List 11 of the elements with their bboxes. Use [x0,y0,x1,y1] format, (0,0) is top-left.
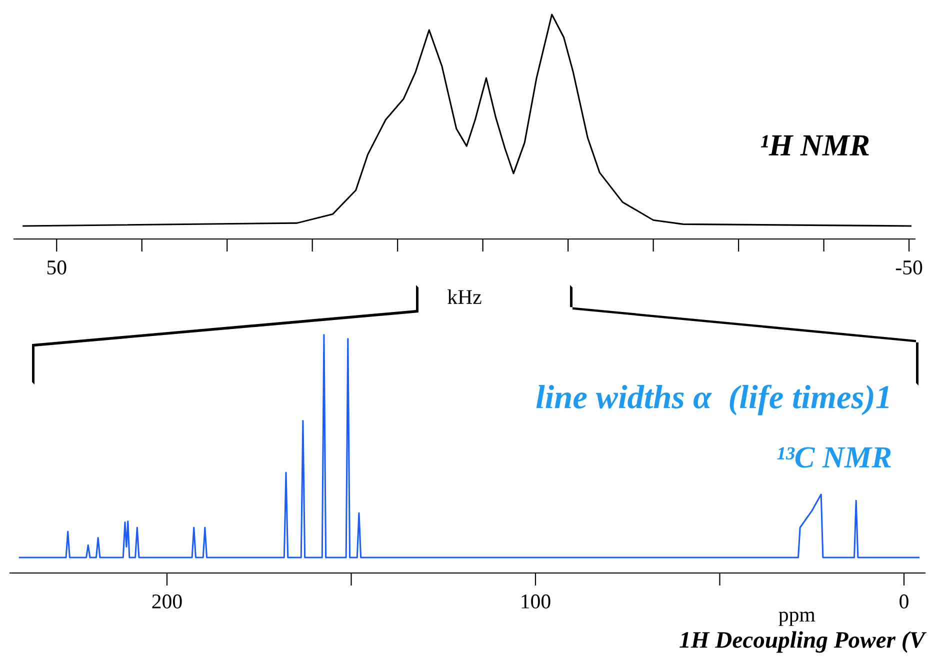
annotation: ¹H NMR [760,135,869,156]
x-tick-label: 50 [47,260,66,274]
x-tick-label: 200 [152,594,182,608]
annotation: line widths α (life times)1 [536,384,889,416]
annotation: ¹³C NMR [777,447,891,468]
text: 1H Decoupling Power (V [680,631,927,653]
x-tick-label: 100 [522,594,550,608]
x-tick-label: -50 [896,260,922,274]
x-axis-title: kHz [448,289,482,304]
x-axis-title: ppm [778,612,816,626]
x-tick-label: 0 [900,594,908,608]
